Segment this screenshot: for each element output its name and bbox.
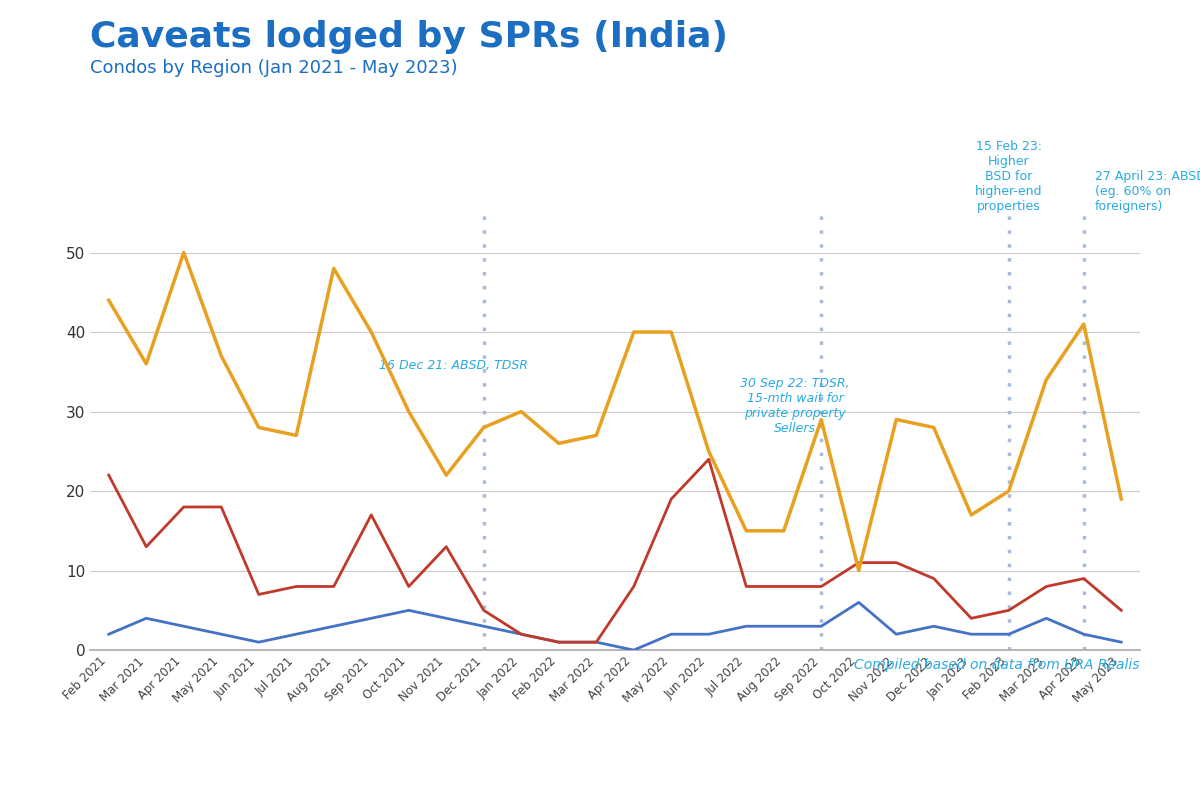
Text: @99.co.luxury: @99.co.luxury — [654, 766, 744, 779]
Text: Caveats lodged by SPRs (India): Caveats lodged by SPRs (India) — [90, 20, 728, 54]
Text: Ⓣ 99.co: Ⓣ 99.co — [30, 729, 142, 756]
Text: Condos by Region (Jan 2021 - May 2023): Condos by Region (Jan 2021 - May 2023) — [90, 59, 457, 77]
Text: @99.co: @99.co — [426, 716, 473, 729]
Text: 30 Sep 22: TDSR,
15-mth wait for
private property
Sellers: 30 Sep 22: TDSR, 15-mth wait for private… — [740, 377, 850, 436]
Text: @99.co: @99.co — [960, 725, 1007, 738]
Text: @99.co.condo: @99.co.condo — [654, 747, 743, 760]
Text: 15 Feb 23:
Higher
BSD for
higher-end
properties: 15 Feb 23: Higher BSD for higher-end pro… — [974, 139, 1043, 213]
Text: @99.co.houseinsights: @99.co.houseinsights — [426, 758, 563, 771]
Text: 16 Dec 21: ABSD, TDSR: 16 Dec 21: ABSD, TDSR — [379, 359, 528, 372]
Text: @99.co.housetips: @99.co.housetips — [426, 738, 538, 751]
Text: □: □ — [386, 713, 406, 732]
Text: @99dotco: @99dotco — [654, 707, 718, 720]
Text: @99.co.housetips: @99.co.housetips — [960, 750, 1072, 763]
Text: Compiled based on data from URA Realis: Compiled based on data from URA Realis — [854, 658, 1140, 672]
Text: 27 April 23: ABSD
(eg. 60% on
foreigners): 27 April 23: ABSD (eg. 60% on foreigners… — [1096, 169, 1200, 213]
Text: @99.co.hdb: @99.co.hdb — [654, 727, 728, 740]
